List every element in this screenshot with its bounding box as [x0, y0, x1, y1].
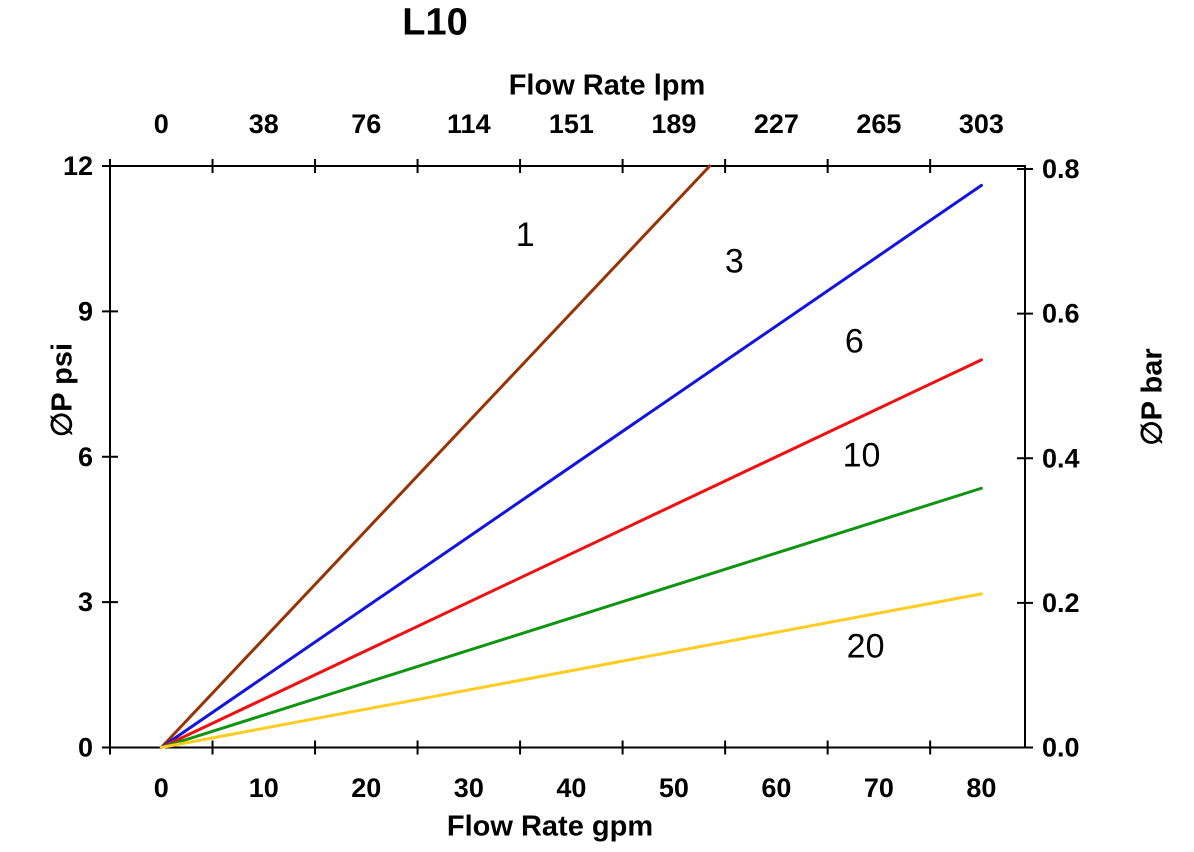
top-axis-tick-label: 151 — [549, 109, 594, 139]
curve-label-10: 10 — [843, 436, 881, 474]
bottom-axis-tick-label: 40 — [556, 773, 586, 803]
left-axis-tick-label: 0 — [78, 733, 93, 763]
plot-line-6 — [159, 358, 983, 749]
plot-line-20 — [159, 592, 983, 749]
bottom-axis-tick-label: 60 — [761, 773, 791, 803]
top-axis-tick-label: 38 — [249, 109, 279, 139]
left-axis-tick-label: 12 — [63, 151, 93, 181]
right-axis-tick-label: 0.8 — [1042, 154, 1080, 184]
top-axis-tick-label: 189 — [651, 109, 696, 139]
right-axis-tick-label: 0.0 — [1042, 733, 1080, 763]
curve-label-20: 20 — [847, 628, 885, 666]
left-axis-tick-label: 6 — [78, 442, 93, 472]
plot-line-3 — [159, 183, 983, 749]
bottom-axis-tick-label: 70 — [864, 773, 894, 803]
top-axis-tick-label: 76 — [351, 109, 381, 139]
left-axis-tick-label: 9 — [78, 296, 93, 326]
bottom-axis-tick-label: 10 — [249, 773, 279, 803]
top-axis-tick-label: 0 — [154, 109, 169, 139]
plot-line-10 — [159, 486, 983, 749]
right-axis-tick-label: 0.4 — [1042, 443, 1080, 473]
curve-label-6: 6 — [845, 322, 864, 360]
bottom-axis-tick-label: 50 — [659, 773, 689, 803]
bottom-axis-label: Flow Rate gpm — [446, 810, 654, 843]
top-axis-label: Flow Rate lpm — [508, 69, 706, 102]
bottom-axis-tick-label: 20 — [351, 773, 381, 803]
curve-label-3: 3 — [725, 242, 744, 280]
bottom-axis-tick-label: 80 — [966, 773, 996, 803]
top-axis-tick-label: 114 — [447, 109, 491, 139]
left-axis-tick-label: 3 — [78, 587, 93, 617]
bottom-axis-tick-label: 0 — [154, 773, 169, 803]
top-axis-tick-label: 303 — [959, 109, 1004, 139]
plot-line-1 — [159, 164, 712, 749]
top-axis-tick-label: 265 — [856, 109, 901, 139]
top-axis-tick-label: 227 — [754, 109, 799, 139]
plot-frame — [109, 165, 1026, 749]
right-axis-tick-label: 0.6 — [1042, 299, 1080, 329]
curve-label-1: 1 — [516, 216, 535, 254]
right-axis-tick-label: 0.2 — [1042, 588, 1080, 618]
chart-title: L10 — [402, 1, 468, 44]
bottom-axis-tick-label: 30 — [454, 773, 484, 803]
